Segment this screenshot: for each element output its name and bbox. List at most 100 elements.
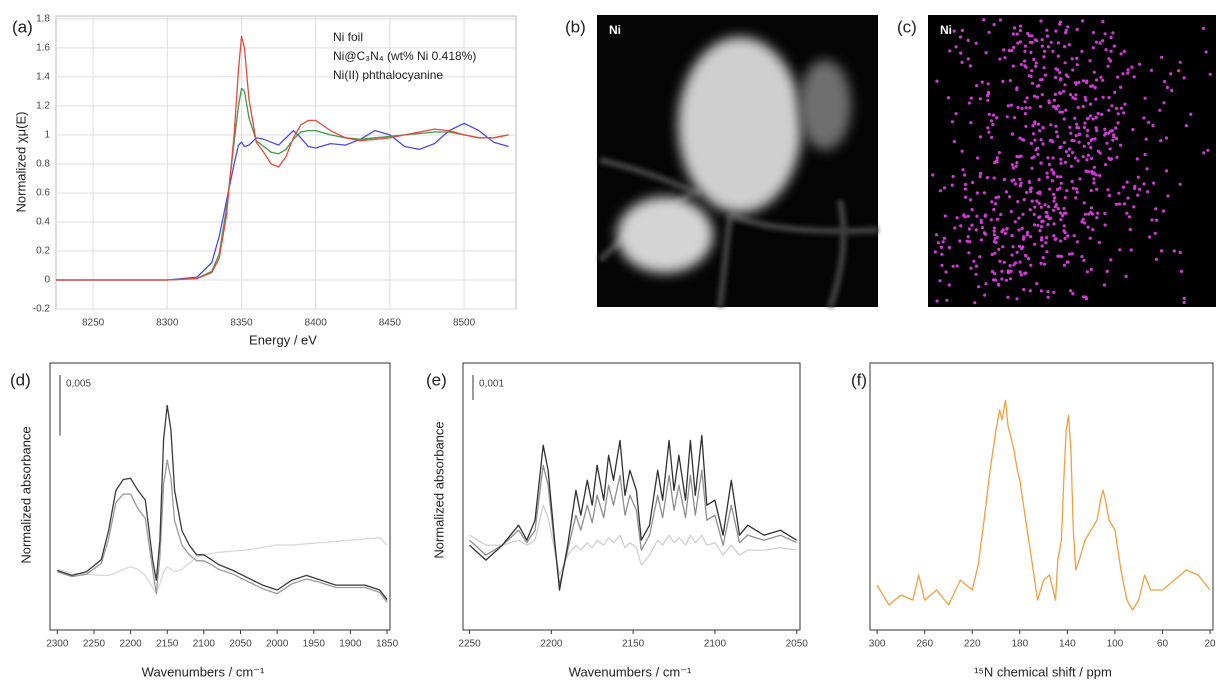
eds-dot (1014, 261, 1018, 265)
eds-dot (1101, 39, 1105, 43)
eds-dot (1042, 66, 1046, 70)
eds-dot (990, 135, 994, 139)
eds-dot (1036, 122, 1041, 126)
eds-dot (1007, 48, 1011, 53)
eds-dot (1154, 257, 1159, 261)
x-tick-label: 20 (1204, 639, 1216, 650)
eds-dot (1090, 137, 1094, 141)
eds-dot (1010, 163, 1014, 167)
eds-dot (1045, 34, 1049, 38)
eds-dot (963, 182, 968, 186)
eds-dot (1170, 88, 1174, 93)
plot-frame (49, 362, 391, 631)
eds-dot (1095, 187, 1099, 191)
eds-dot (1037, 201, 1041, 205)
eds-dot (1129, 248, 1133, 252)
eds-dot (951, 264, 955, 268)
eds-dot (1107, 193, 1111, 198)
eds-dot (1014, 164, 1018, 168)
eds-dot (1043, 73, 1047, 77)
eds-dot (1023, 49, 1027, 53)
eds-dot (1122, 111, 1126, 115)
eds-dot (978, 255, 982, 259)
eds-dot (1008, 79, 1012, 83)
eds-dot (1089, 189, 1093, 193)
eds-dot (979, 171, 983, 176)
eds-dot (1109, 35, 1113, 40)
x-tick-label: 60 (1157, 639, 1169, 650)
eds-dot (1002, 177, 1007, 182)
eds-dot (943, 214, 947, 218)
eds-dot (1081, 104, 1085, 109)
eds-dot (1077, 132, 1081, 136)
eds-dot (1013, 220, 1017, 224)
eds-dot (1046, 45, 1050, 49)
eds-dot (1056, 134, 1060, 139)
eds-dot (998, 57, 1002, 61)
eds-dot (1021, 212, 1025, 216)
y-tick-label: 0 (44, 275, 50, 286)
eds-dot (1004, 278, 1009, 282)
eds-dot (947, 245, 952, 250)
eds-dot (1132, 75, 1136, 79)
eds-dot (987, 130, 991, 134)
series-line (57, 537, 388, 595)
eds-dot (1018, 184, 1022, 188)
eds-dot (975, 191, 979, 195)
eds-dot (1071, 186, 1075, 190)
eds-dot (1094, 40, 1098, 44)
eds-dot (1096, 211, 1100, 215)
eds-dot (1094, 78, 1099, 82)
eds-dot (1112, 135, 1116, 139)
eds-dot (1029, 189, 1033, 194)
eds-dot (1088, 114, 1093, 118)
eds-dot (1063, 83, 1067, 87)
eds-dot (1119, 52, 1123, 56)
eds-dot (1064, 211, 1068, 215)
eds-dot (1112, 44, 1116, 48)
eds-dot (1103, 211, 1107, 216)
eds-dot (1043, 203, 1047, 207)
eds-dot (989, 119, 994, 123)
eds-dot (1049, 216, 1053, 220)
eds-dot (1012, 178, 1016, 182)
scale-bar-label: 0,001 (479, 379, 504, 390)
eds-dot (1108, 59, 1113, 63)
eds-dot (992, 22, 996, 27)
eds-dot (1032, 223, 1037, 227)
eds-dot (1105, 141, 1109, 145)
eds-dot (976, 156, 980, 160)
eds-dot (1058, 110, 1062, 114)
eds-dot (1075, 126, 1079, 130)
eds-dot (966, 235, 970, 239)
eds-dot (1082, 201, 1086, 205)
eds-dot (1072, 139, 1076, 143)
x-tick-label: 2050 (229, 639, 252, 650)
x-axis-label: Wavenumbers / cm⁻¹ (142, 664, 265, 679)
eds-dot (1039, 289, 1043, 293)
eds-dot (931, 173, 935, 177)
eds-dot (977, 285, 981, 289)
eds-dot (1015, 250, 1019, 254)
y-tick-label: 1.4 (36, 72, 50, 83)
eds-dot (1052, 290, 1056, 294)
eds-dot (1024, 65, 1028, 69)
eds-dot (1019, 154, 1023, 158)
eds-dot (1179, 269, 1183, 273)
eds-dot (1077, 80, 1081, 85)
y-axis-label: Normalized absorbance (431, 421, 446, 558)
eds-dot (1086, 225, 1090, 229)
eds-dot (1125, 180, 1129, 184)
eds-dot (1126, 196, 1130, 200)
legend-entry: Ni(II) phthalocyanine (333, 68, 443, 82)
eds-dot (967, 251, 971, 255)
eds-dot (1055, 187, 1060, 192)
eds-dot (1045, 236, 1049, 240)
x-tick-label: 8250 (82, 318, 105, 329)
eds-dot (1126, 68, 1130, 72)
eds-dot (1062, 117, 1066, 121)
eds-dot (1039, 138, 1043, 142)
eds-dot (1040, 236, 1044, 240)
series-line (469, 504, 797, 576)
eds-dot (1109, 129, 1113, 133)
